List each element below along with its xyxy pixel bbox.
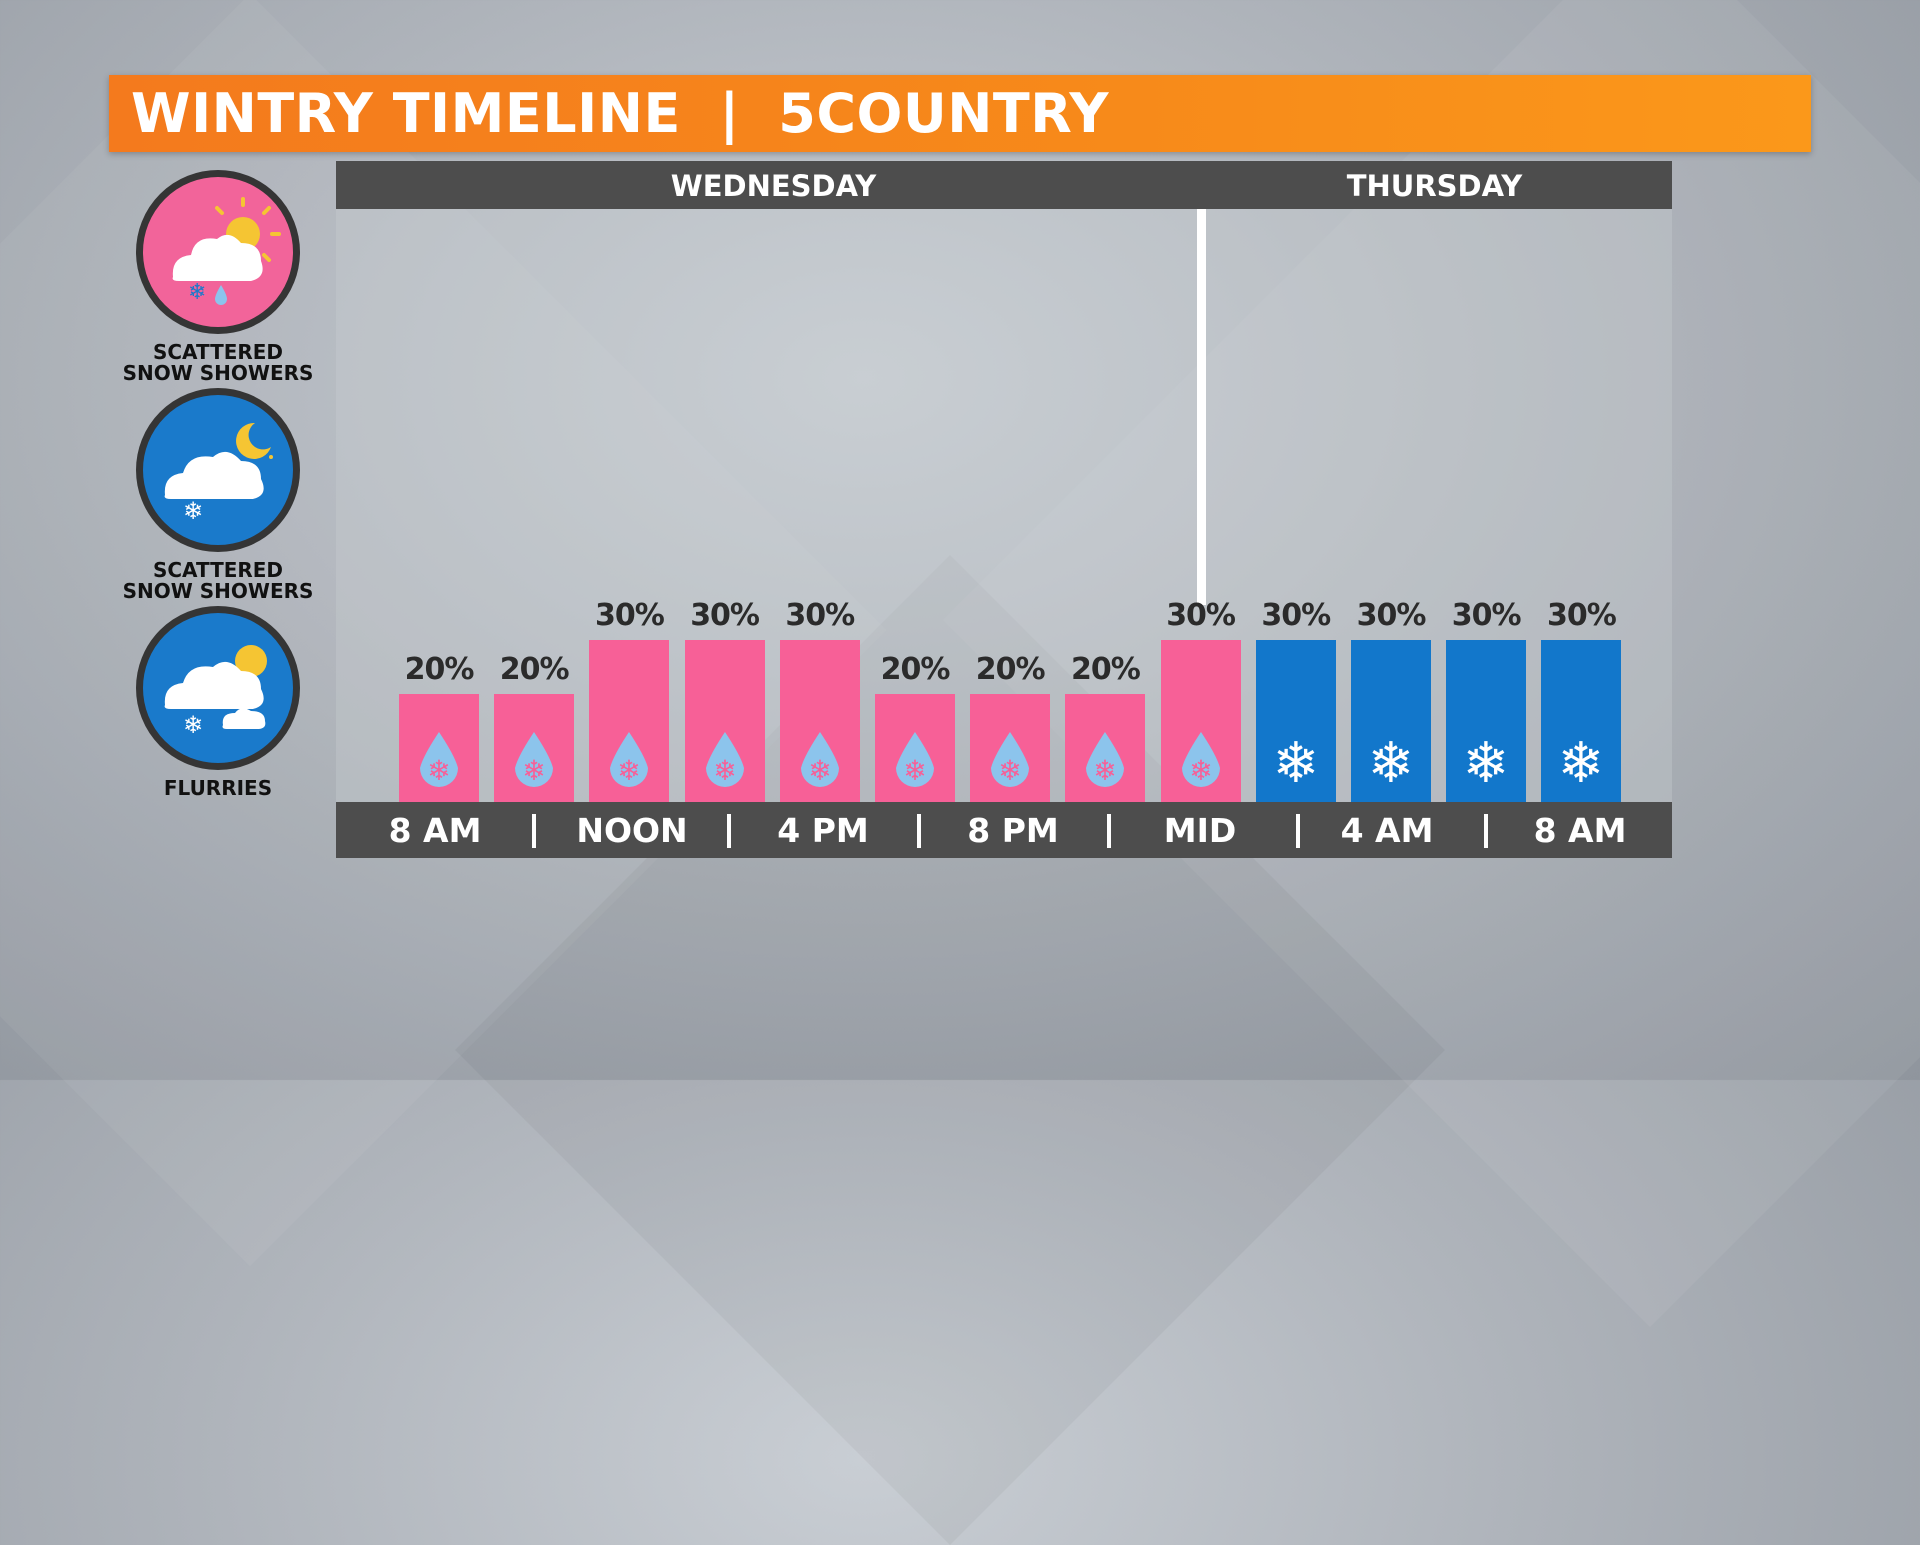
data-label-8: 30%: [1166, 598, 1236, 633]
time-separator: [1296, 814, 1300, 848]
svg-text:❄: ❄: [618, 754, 641, 787]
time-separator: [727, 814, 731, 848]
raindrop-snowflake-icon: ❄: [420, 732, 458, 787]
data-label-0: 20%: [404, 652, 475, 687]
chart-plot-area: ❄ ❄ ❄ ❄ ❄ ❄ ❄ ❄ ❄ ❄ ❄ ❄ ❄: [336, 209, 1672, 802]
data-label-9: 30%: [1261, 598, 1331, 633]
data-label-12: 30%: [1546, 598, 1617, 633]
svg-text:❄: ❄: [1094, 754, 1117, 787]
snowflake-icon: ❄: [1558, 731, 1605, 796]
raindrop-snowflake-icon: ❄: [896, 732, 934, 787]
legend-label: FLURRIES: [163, 776, 273, 800]
data-label-6: 20%: [975, 652, 1046, 687]
bar-6: ❄: [970, 694, 1051, 802]
raindrop-snowflake-icon: ❄: [610, 732, 649, 787]
bar-12: ❄: [1541, 640, 1622, 802]
svg-text:❄: ❄: [713, 754, 736, 787]
raindrop-snowflake-icon: ❄: [515, 732, 554, 787]
svg-text:❄: ❄: [903, 754, 926, 787]
svg-text:❄: ❄: [1463, 731, 1510, 796]
legend-label: SCATTERED SNOW SHOWERS: [122, 340, 314, 385]
partly-sunny-flurries-icon: ❄: [136, 606, 300, 770]
time-separator: [1107, 814, 1111, 848]
data-label-5: 20%: [880, 652, 951, 687]
data-label-3: 30%: [690, 598, 760, 633]
time-label-0: 8 AM: [388, 811, 482, 850]
svg-text:❄: ❄: [183, 711, 203, 739]
time-separator: [532, 814, 536, 848]
data-label-7: 20%: [1070, 652, 1141, 687]
night-cloud-snow-icon: ❄: [136, 388, 300, 552]
svg-text:❄: ❄: [808, 754, 831, 787]
bar-1: ❄: [494, 694, 575, 802]
data-label-11: 30%: [1451, 598, 1522, 633]
data-label-2: 30%: [594, 598, 665, 633]
svg-text:❄: ❄: [1558, 731, 1605, 796]
time-separator: [917, 814, 921, 848]
day-header: WEDNESDAY THURSDAY: [336, 161, 1672, 209]
day-label-thursday: THURSDAY: [1346, 169, 1523, 203]
data-label-1: 20%: [499, 652, 570, 687]
time-separator: [1484, 814, 1488, 848]
time-label-6: 8 AM: [1533, 811, 1627, 850]
legend-label: SCATTERED SNOW SHOWERS: [122, 558, 314, 603]
snowflake-icon: ❄: [1272, 731, 1319, 796]
bar-0: ❄: [399, 694, 479, 802]
bar-3: ❄: [684, 640, 765, 802]
time-label-2: 4 PM: [777, 811, 869, 850]
snowflake-icon: ❄: [1463, 731, 1510, 796]
legend-item-scattered-snow-showers-day: ❄ SCATTERED SNOW SHOWERS: [120, 170, 316, 384]
bar-8: ❄: [1160, 640, 1241, 802]
svg-text:❄: ❄: [1272, 731, 1319, 796]
data-label-10: 30%: [1356, 598, 1427, 633]
svg-text:❄: ❄: [1368, 731, 1415, 796]
raindrop-snowflake-icon: ❄: [991, 732, 1030, 787]
raindrop-snowflake-icon: ❄: [705, 732, 744, 787]
svg-text:❄: ❄: [183, 497, 203, 525]
bar-5: ❄: [875, 694, 955, 802]
midnight-divider: [1197, 209, 1206, 605]
legend-item-scattered-snow-showers-night: ❄ SCATTERED SNOW SHOWERS: [120, 388, 316, 602]
raindrop-snowflake-icon: ❄: [1181, 732, 1220, 787]
svg-text:❄: ❄: [1189, 754, 1212, 787]
time-axis: 8 AM NOON 4 PM 8 PM MID 4 AM 8 AM: [336, 802, 1672, 858]
time-label-1: NOON: [576, 811, 688, 850]
bar-2: ❄: [589, 640, 670, 802]
raindrop-snowflake-icon: ❄: [1086, 732, 1125, 787]
svg-text:❄: ❄: [522, 754, 545, 787]
bar-4: ❄: [779, 640, 860, 802]
time-label-5: 4 AM: [1340, 811, 1434, 850]
title-bar: WINTRY TIMELINE | 5COUNTRY: [109, 75, 1811, 152]
bar-9: ❄: [1255, 640, 1336, 802]
bar-11: ❄: [1446, 640, 1527, 802]
page-title: WINTRY TIMELINE | 5COUNTRY: [131, 82, 1109, 145]
day-label-wednesday: WEDNESDAY: [670, 169, 877, 203]
bar-10: ❄: [1351, 640, 1431, 802]
snowflake-icon: ❄: [1368, 731, 1415, 796]
legend-item-flurries: ❄ FLURRIES: [120, 606, 316, 799]
raindrop-snowflake-icon: ❄: [800, 732, 839, 787]
svg-text:❄: ❄: [998, 754, 1021, 787]
svg-text:❄: ❄: [427, 754, 450, 787]
time-label-3: 8 PM: [967, 811, 1059, 850]
data-label-4: 30%: [785, 598, 855, 633]
time-label-4: MID: [1163, 811, 1237, 850]
bar-7: ❄: [1065, 694, 1146, 802]
svg-text:❄: ❄: [188, 280, 206, 305]
partly-sunny-snow-rain-icon: ❄: [136, 170, 300, 334]
